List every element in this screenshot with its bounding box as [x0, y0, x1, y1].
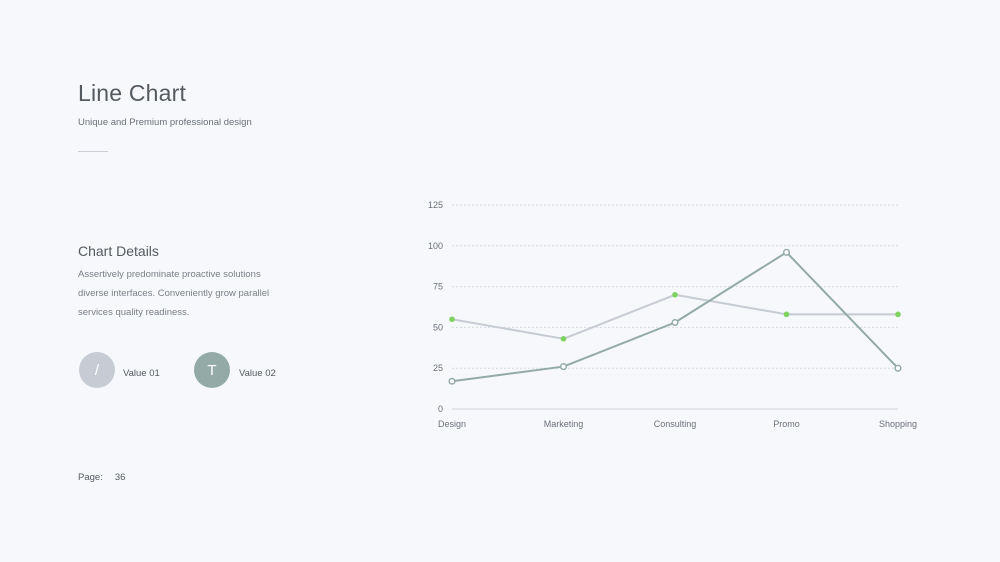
series-2-point	[559, 363, 568, 371]
value-01-label: Value 01	[123, 368, 160, 379]
series-1-point	[449, 316, 455, 323]
page-title: Line Chart	[78, 80, 187, 106]
series-1-point	[895, 311, 901, 318]
series-2-point	[782, 248, 791, 256]
x-tick-label: Consulting	[654, 419, 697, 429]
value-02-badge: T	[194, 352, 230, 388]
page-subtitle: Unique and Premium professional design	[78, 117, 252, 128]
series-2-point	[671, 318, 679, 327]
series-1-point	[672, 291, 678, 298]
page-number: 36	[114, 472, 126, 483]
details-body: Assertively predominate proactive soluti…	[78, 269, 270, 318]
x-tick-label: Marketing	[544, 419, 584, 429]
y-tick-label: 25	[433, 363, 443, 373]
series-2-line	[451, 251, 899, 383]
t-glyph-icon: T	[207, 361, 217, 379]
series-2-point	[894, 364, 902, 372]
x-tick-label: Promo	[773, 419, 800, 429]
x-tick-label: Shopping	[879, 419, 917, 429]
value-01-badge: /	[79, 352, 115, 388]
details-heading: Chart Details	[78, 243, 159, 259]
x-tick-label: Design	[438, 419, 466, 429]
page-label: Page:	[78, 472, 103, 483]
value-02-label: Value 02	[239, 368, 276, 379]
y-tick-label: 0	[438, 404, 443, 414]
series-1-point	[560, 336, 567, 342]
series-1-line	[451, 293, 898, 340]
y-tick-label: 50	[433, 322, 443, 332]
series-1-point	[783, 311, 790, 318]
y-tick-label: 125	[428, 200, 443, 210]
slash-glyph-icon: /	[94, 361, 100, 379]
series-2-point	[448, 377, 456, 385]
y-tick-label: 100	[428, 241, 443, 251]
y-tick-label: 75	[433, 282, 443, 292]
page-indicator: Page: 36	[78, 472, 125, 483]
title-divider	[78, 151, 108, 152]
